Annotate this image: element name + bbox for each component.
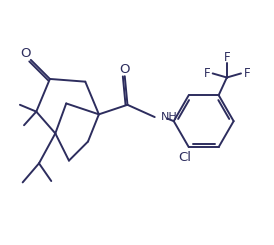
Text: O: O bbox=[21, 47, 31, 60]
Text: F: F bbox=[203, 67, 210, 80]
Text: Cl: Cl bbox=[178, 151, 191, 164]
Text: F: F bbox=[244, 67, 250, 80]
Text: O: O bbox=[119, 63, 130, 76]
Text: F: F bbox=[224, 51, 230, 64]
Text: NH: NH bbox=[161, 112, 178, 122]
